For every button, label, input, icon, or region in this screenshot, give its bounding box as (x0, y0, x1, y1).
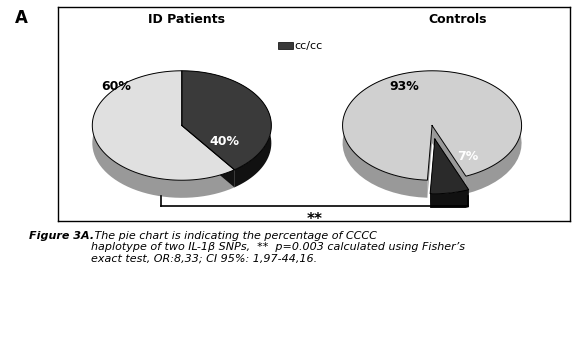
Text: 93%: 93% (389, 80, 418, 93)
Text: The pie chart is indicating the percentage of CCCC
haplotype of two IL-1β SNPs, : The pie chart is indicating the percenta… (91, 231, 464, 264)
Text: Controls: Controls (428, 13, 487, 26)
Text: 7%: 7% (457, 150, 478, 163)
Polygon shape (182, 71, 271, 170)
Polygon shape (182, 126, 235, 188)
Polygon shape (435, 139, 469, 207)
Text: **: ** (306, 212, 322, 227)
Polygon shape (93, 71, 235, 198)
Polygon shape (430, 139, 435, 211)
Text: ID Patients: ID Patients (148, 13, 225, 26)
Text: cc/cc: cc/cc (294, 40, 323, 51)
Polygon shape (432, 126, 466, 194)
Polygon shape (182, 126, 235, 188)
Polygon shape (430, 190, 469, 211)
Polygon shape (182, 71, 271, 188)
Polygon shape (343, 71, 521, 198)
Text: 40%: 40% (209, 135, 239, 148)
Text: 60%: 60% (101, 80, 131, 93)
Text: Figure 3A.: Figure 3A. (29, 231, 94, 241)
Polygon shape (343, 71, 521, 180)
Polygon shape (430, 139, 469, 194)
Polygon shape (93, 71, 235, 180)
Polygon shape (427, 126, 432, 198)
Text: A: A (15, 9, 27, 27)
Bar (278, 42, 293, 49)
